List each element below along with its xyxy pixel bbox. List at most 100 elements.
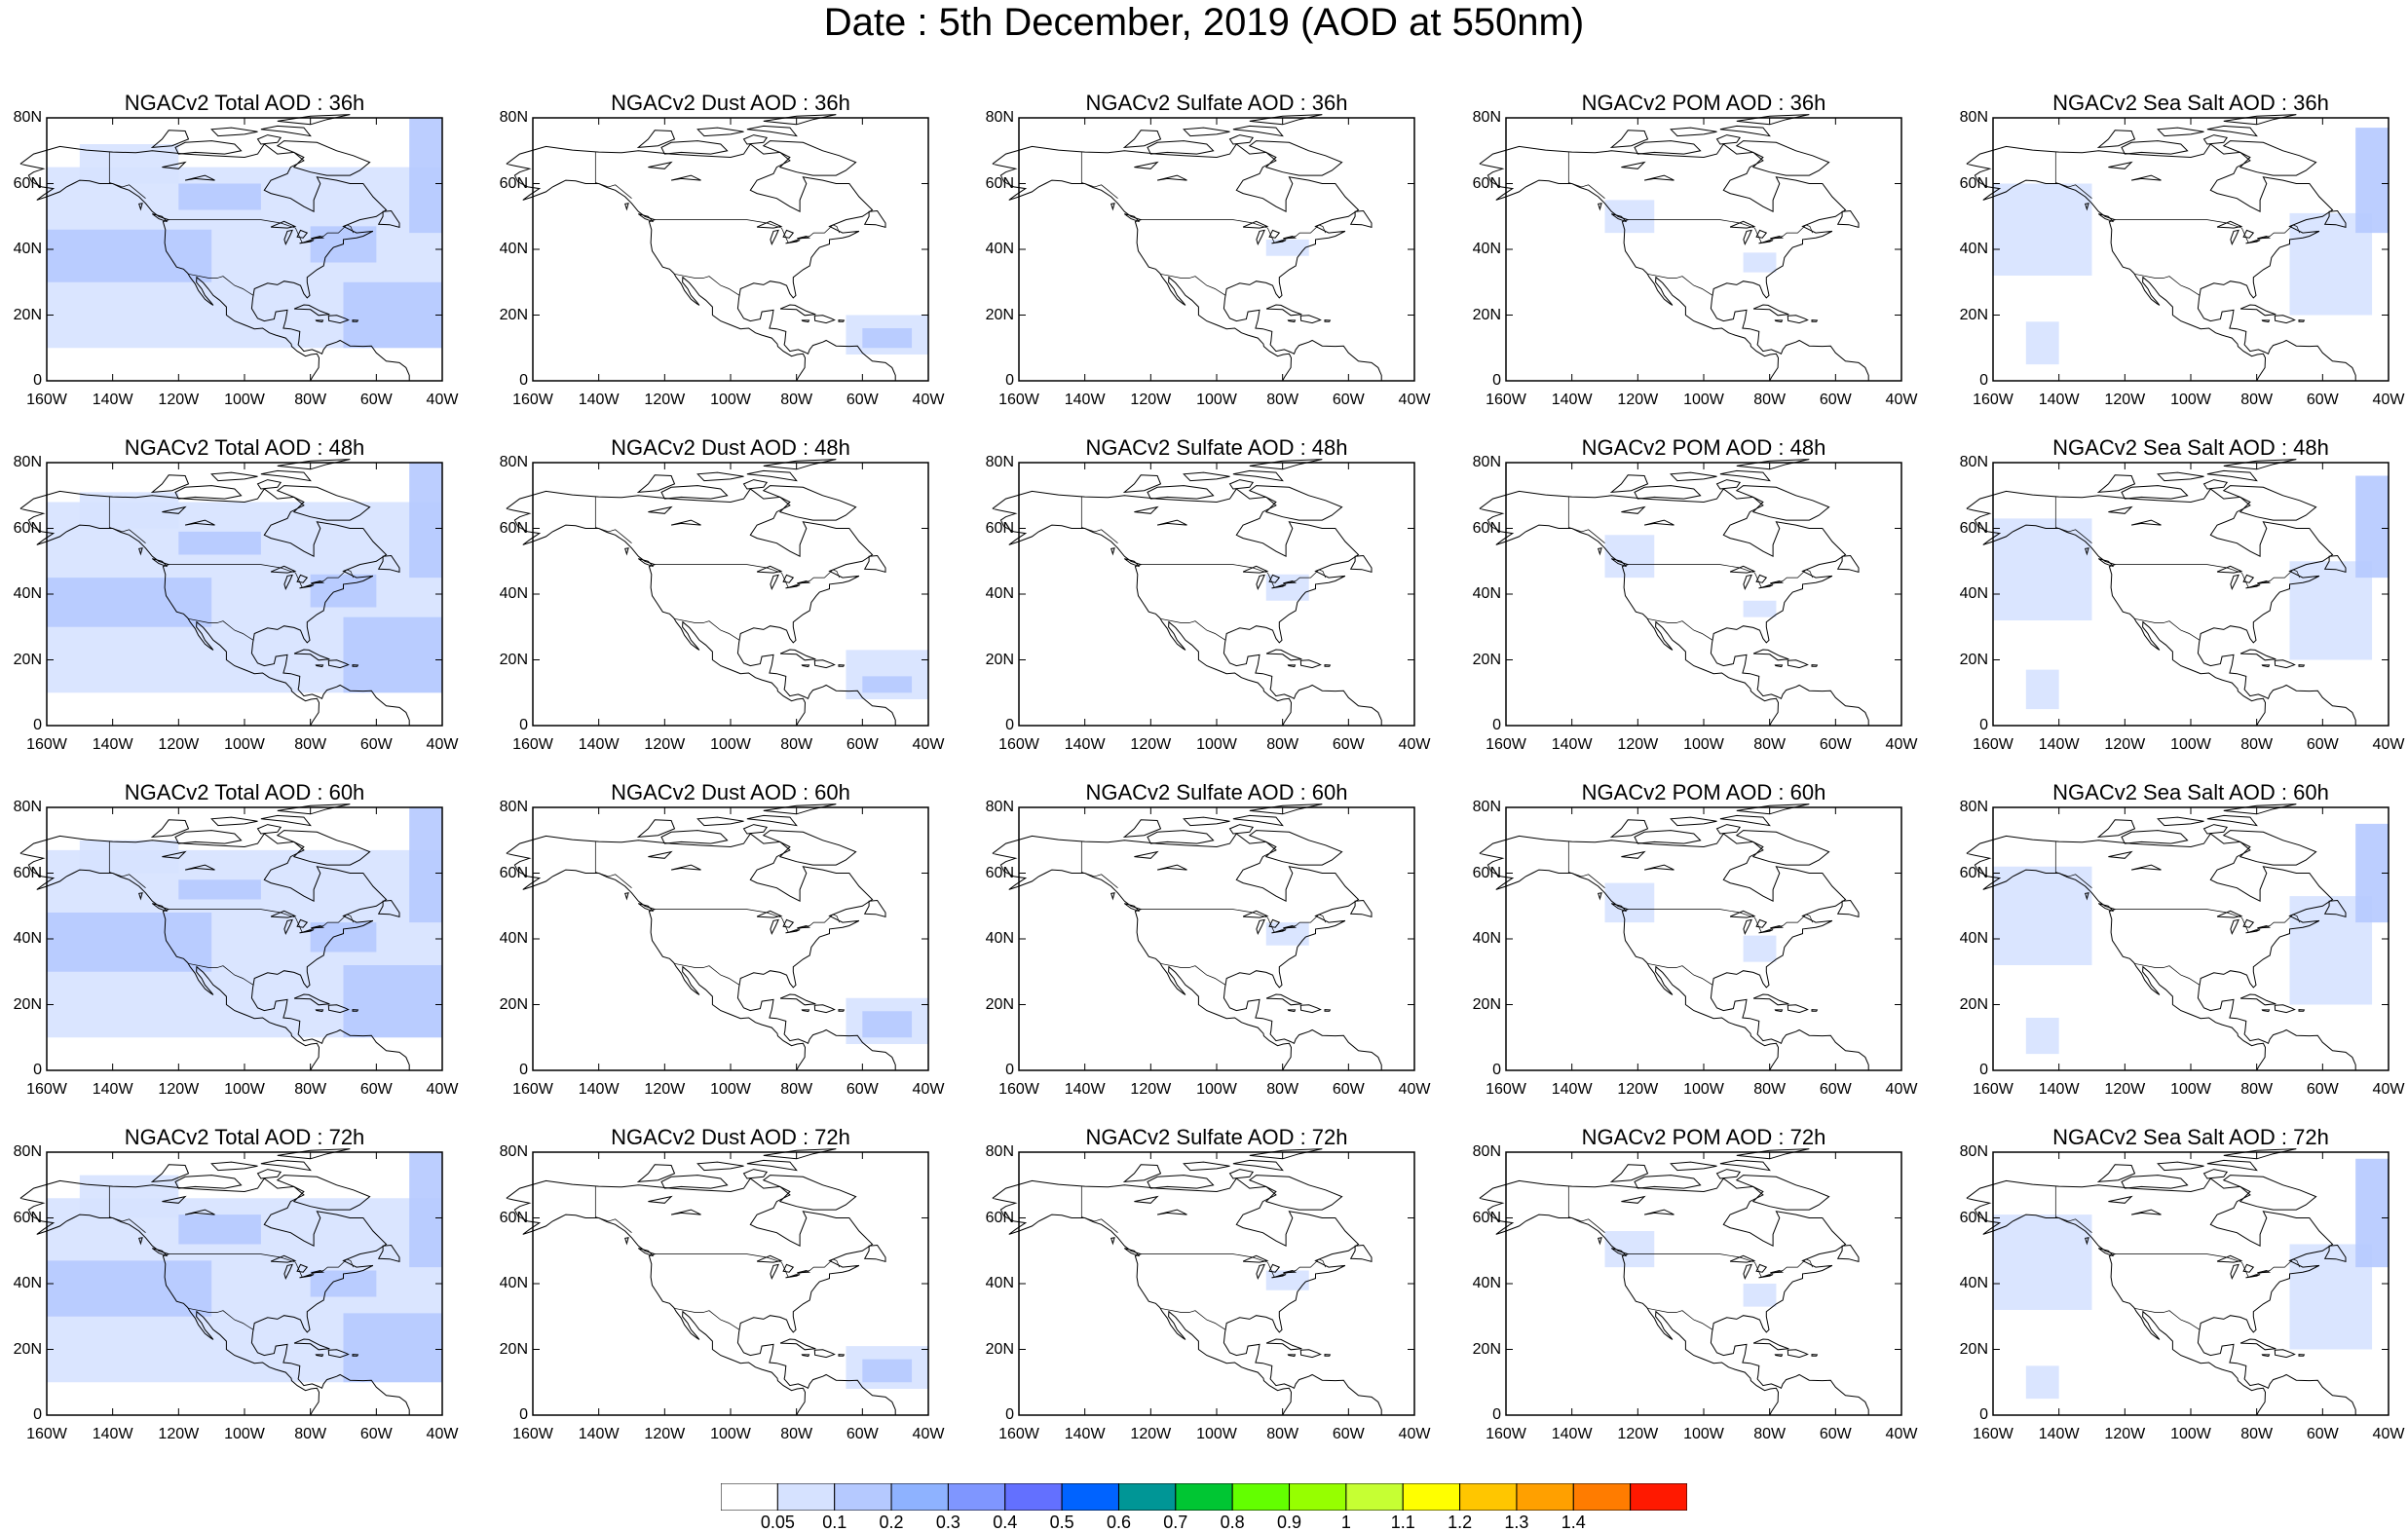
- coastlines: [1966, 459, 2356, 727]
- aod-map: [1479, 459, 1902, 727]
- map-panel: NGACv2 Total AOD : 72h 80N 60N 40N 20N 0 160W 1…: [14, 1125, 459, 1446]
- lon-tick-label: 160W: [1973, 1081, 2013, 1098]
- colorbar-bin: [1630, 1483, 1687, 1511]
- map-panel: NGACv2 Dust AOD : 72h 80N 60N 40N 20N 0 160W 14…: [500, 1125, 945, 1446]
- lon-tick-label: 120W: [1130, 1081, 1172, 1098]
- lat-tick-label: 20N: [1959, 1340, 1988, 1358]
- aod-shading: [409, 807, 442, 923]
- panel-title: NGACv2 Sea Salt AOD : 36h: [2052, 91, 2329, 115]
- lon-tick-label: 160W: [512, 392, 553, 408]
- lat-tick-label: 20N: [13, 651, 42, 668]
- axis-ticks: [532, 462, 929, 727]
- aod-shading: [79, 492, 179, 529]
- lon-tick-label: 80W: [1266, 736, 1299, 753]
- colorbar-bin: [1061, 1483, 1119, 1511]
- aod-map: [992, 1148, 1415, 1416]
- aod-shading: [1604, 200, 1655, 234]
- panel-title: NGACv2 Sea Salt AOD : 48h: [2052, 435, 2329, 460]
- panel-title: NGACv2 POM AOD : 36h: [1581, 91, 1826, 115]
- lat-tick-label: 60N: [1959, 1209, 1988, 1226]
- lon-tick-label: 100W: [1683, 1426, 1724, 1442]
- colorbar-label: 0.5: [1049, 1513, 1074, 1532]
- lon-tick-label: 60W: [2306, 1081, 2339, 1098]
- lon-tick-label: 40W: [1885, 1081, 1918, 1098]
- lon-tick-label: 40W: [912, 736, 945, 753]
- aod-map: [1479, 1148, 1902, 1416]
- lon-tick-label: 120W: [158, 392, 200, 408]
- lon-tick-label: 140W: [578, 392, 620, 408]
- lon-tick-label: 140W: [2038, 736, 2080, 753]
- colorbar-label: 1.2: [1448, 1513, 1473, 1532]
- colorbar-bin: [947, 1483, 1006, 1511]
- lat-tick-label: 40N: [499, 585, 528, 602]
- lon-tick-label: 100W: [2170, 1081, 2211, 1098]
- lon-tick-label: 40W: [426, 1081, 459, 1098]
- lat-tick-label: 60N: [1472, 1209, 1501, 1226]
- lat-tick-label: 20N: [499, 995, 528, 1013]
- colorbar-bin: [1572, 1483, 1632, 1511]
- lat-tick-label: 40N: [13, 241, 42, 257]
- colorbar-bin: [776, 1483, 836, 1511]
- coastlines: [1966, 1148, 2356, 1416]
- lat-tick-label: 60N: [13, 174, 42, 192]
- aod-shading: [178, 1214, 261, 1245]
- lat-tick-label: 60N: [13, 519, 42, 537]
- lon-tick-label: 100W: [1196, 392, 1237, 408]
- axis-ticks: [1505, 1151, 1902, 1416]
- colorbar-bin: [890, 1483, 949, 1511]
- axis-ticks: [1992, 462, 2389, 727]
- lat-tick-label: 0: [1005, 1406, 1014, 1423]
- aod-shading: [47, 913, 212, 972]
- lon-tick-label: 40W: [2372, 1426, 2405, 1442]
- lat-tick-label: 20N: [1472, 651, 1501, 668]
- lon-tick-label: 60W: [846, 736, 879, 753]
- aod-map: [19, 114, 443, 382]
- aod-shading: [79, 144, 179, 184]
- lon-tick-label: 120W: [1130, 392, 1172, 408]
- map-panel: NGACv2 Sea Salt AOD : 36h 80N 60N 40N 20N 0 16…: [1960, 91, 2405, 412]
- axis-ticks: [532, 1151, 929, 1416]
- lon-tick-label: 60W: [1819, 736, 1852, 753]
- lat-tick-label: 60N: [1959, 519, 1988, 537]
- lat-tick-label: 60N: [985, 1209, 1014, 1226]
- coastlines: [1479, 803, 1869, 1071]
- lat-tick-label: 40N: [985, 1275, 1014, 1291]
- lon-tick-label: 60W: [1332, 1081, 1365, 1098]
- lon-tick-label: 140W: [1064, 1426, 1106, 1442]
- lon-tick-label: 80W: [780, 1426, 813, 1442]
- colorbar-label: 0.3: [935, 1513, 960, 1532]
- lon-tick-label: 120W: [158, 736, 200, 753]
- lat-tick-label: 60N: [1959, 864, 1988, 881]
- lat-tick-label: 80N: [985, 454, 1014, 470]
- lon-tick-label: 140W: [1551, 392, 1593, 408]
- colorbar-bin: [1402, 1483, 1461, 1511]
- lon-tick-label: 160W: [1973, 392, 2013, 408]
- map-panel: NGACv2 POM AOD : 48h 80N 60N 40N 20N 0 160W 140…: [1473, 435, 1918, 757]
- lon-tick-label: 80W: [294, 1081, 327, 1098]
- lon-tick-label: 60W: [359, 1426, 393, 1442]
- aod-shading: [1993, 518, 2092, 620]
- lat-tick-label: 20N: [13, 995, 42, 1013]
- lat-tick-label: 20N: [499, 306, 528, 323]
- lat-tick-label: 40N: [1959, 241, 1988, 257]
- lon-tick-label: 60W: [1819, 392, 1852, 408]
- colorbar-label: 0.05: [760, 1513, 795, 1532]
- lon-tick-label: 100W: [224, 1426, 265, 1442]
- aod-shading: [862, 1359, 913, 1383]
- lon-tick-label: 140W: [92, 1081, 133, 1098]
- lat-tick-label: 20N: [1959, 651, 1988, 668]
- lat-tick-label: 60N: [1472, 519, 1501, 537]
- lat-tick-label: 40N: [499, 241, 528, 257]
- lon-tick-label: 40W: [912, 392, 945, 408]
- lat-tick-label: 40N: [499, 930, 528, 947]
- colorbar-bin: [1516, 1483, 1574, 1511]
- colorbar-label: 0.6: [1106, 1513, 1131, 1532]
- lon-tick-label: 80W: [2240, 1426, 2274, 1442]
- lat-tick-label: 40N: [985, 930, 1014, 947]
- lon-tick-label: 60W: [359, 736, 393, 753]
- lon-tick-label: 140W: [92, 392, 133, 408]
- coastlines: [1966, 114, 2356, 382]
- lon-tick-label: 60W: [846, 392, 879, 408]
- aod-shading: [409, 1152, 442, 1268]
- lon-tick-label: 60W: [1332, 1426, 1365, 1442]
